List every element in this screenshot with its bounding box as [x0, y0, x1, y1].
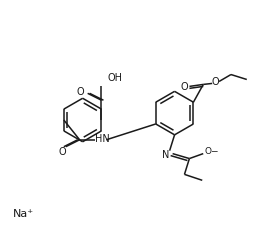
Text: O: O: [181, 82, 188, 92]
Text: O: O: [211, 77, 219, 87]
Text: O−: O−: [205, 147, 219, 156]
Text: Na⁺: Na⁺: [13, 209, 34, 219]
Text: O: O: [58, 147, 66, 157]
Text: HN: HN: [95, 134, 110, 144]
Text: O: O: [76, 87, 84, 97]
Text: OH: OH: [107, 74, 123, 83]
Text: N: N: [162, 150, 169, 160]
